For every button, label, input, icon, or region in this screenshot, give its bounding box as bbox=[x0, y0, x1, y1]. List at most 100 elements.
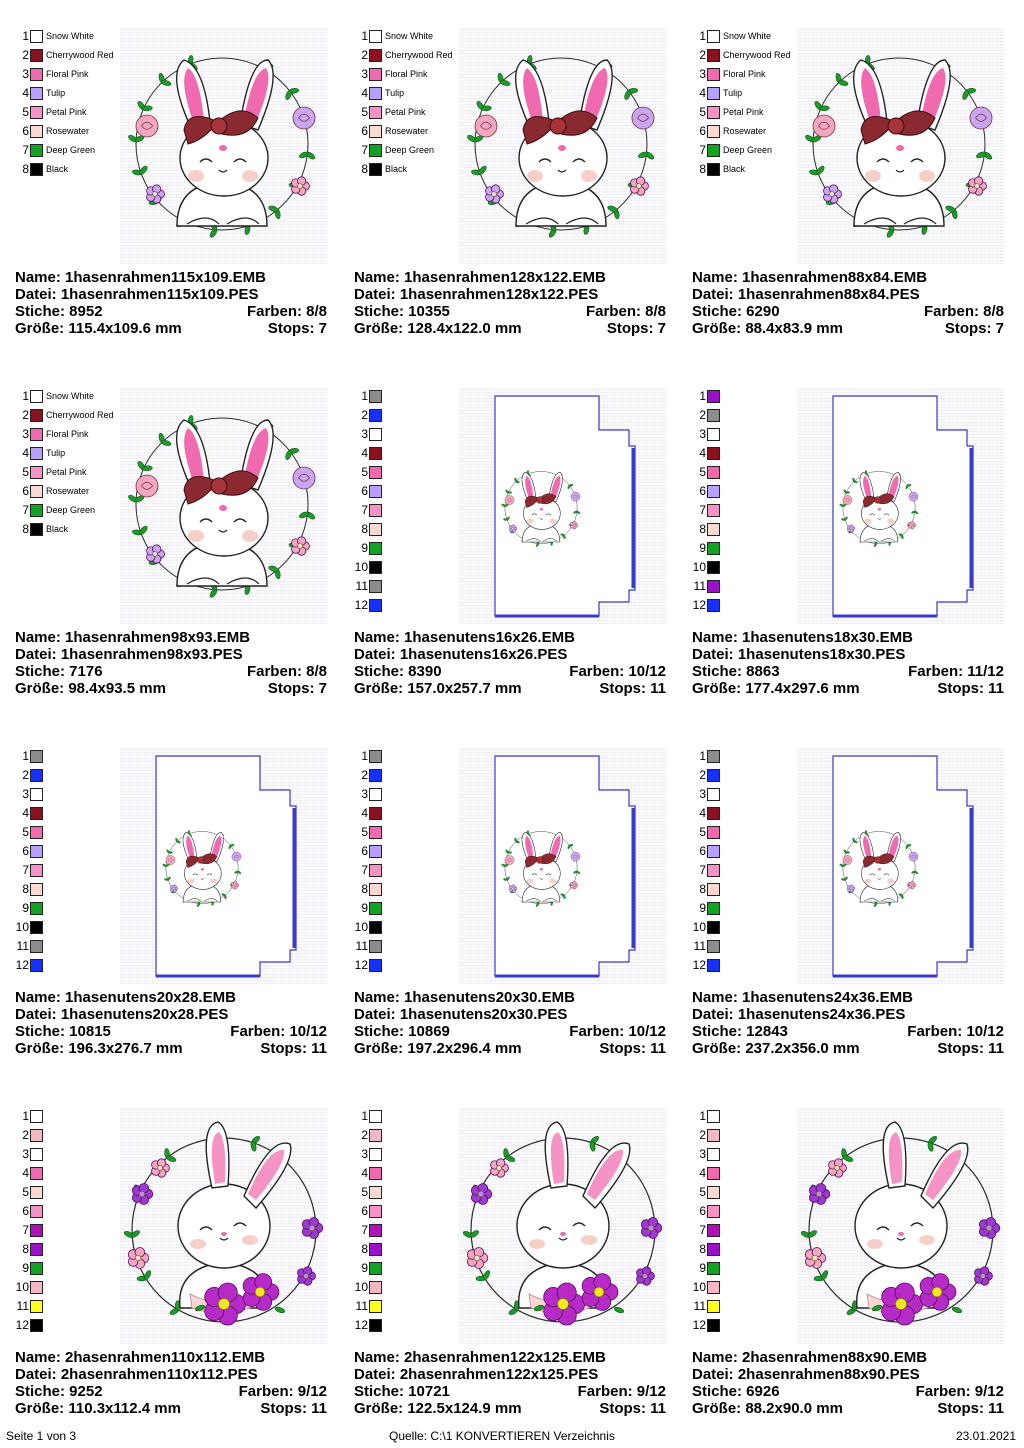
swatch-color-box bbox=[707, 1128, 720, 1142]
swatch-number: 4 bbox=[361, 1166, 368, 1180]
design-card: 1 Snow White 2 Cherrywood Red 3 Floral Pink 4 T… bbox=[354, 28, 674, 368]
swatch-number: 1 bbox=[361, 29, 368, 43]
swatch-thread-name: Cherrywood Red bbox=[46, 50, 114, 60]
embroidery-preview bbox=[459, 388, 667, 624]
color-swatch-row: 5 Petal Pink bbox=[354, 104, 425, 120]
swatch-number: 4 bbox=[699, 446, 706, 460]
color-swatch-row: 4 bbox=[354, 445, 385, 461]
swatch-color-box bbox=[30, 143, 43, 157]
swatch-number: 9 bbox=[699, 541, 706, 555]
embroidery-preview bbox=[797, 28, 1005, 264]
color-swatch-row: 5 bbox=[354, 824, 385, 840]
swatch-color-box bbox=[369, 1128, 382, 1142]
color-swatch-row: 10 bbox=[354, 559, 385, 575]
color-swatch-row: 5 bbox=[15, 1184, 46, 1200]
color-swatch-row: 10 bbox=[692, 1279, 723, 1295]
color-swatch-row: 3 bbox=[15, 786, 46, 802]
utensil-bag-preview bbox=[832, 395, 974, 618]
swatch-number: 10 bbox=[692, 560, 706, 574]
swatch-number: 12 bbox=[692, 1318, 706, 1332]
swatch-color-box bbox=[369, 863, 382, 877]
swatch-number: 4 bbox=[699, 806, 706, 820]
design-info: Name: 1hasenrahmen115x109.EMB Datei: 1has… bbox=[15, 269, 327, 337]
swatch-color-box bbox=[707, 825, 720, 839]
swatch-number: 2 bbox=[361, 408, 368, 422]
color-swatch-row: 8 Black bbox=[692, 161, 745, 177]
swatch-color-box bbox=[369, 162, 382, 176]
swatch-thread-name: Snow White bbox=[385, 31, 434, 41]
design-name: Name: 2hasenrahmen88x90.EMB bbox=[692, 1349, 928, 1366]
color-count: Farben: 8/8 bbox=[246, 663, 327, 680]
swatch-color-box bbox=[30, 408, 43, 422]
color-swatch-row: 2 bbox=[354, 1127, 385, 1143]
swatch-thread-name: Floral Pink bbox=[46, 429, 89, 439]
color-swatch-row: 12 bbox=[354, 1317, 385, 1333]
swatch-color-box bbox=[369, 939, 382, 953]
swatch-color-box bbox=[707, 901, 720, 915]
stop-count: Stops: 11 bbox=[599, 680, 666, 697]
color-swatch-row: 7 bbox=[692, 1222, 723, 1238]
swatch-color-box bbox=[30, 958, 43, 972]
design-card: 1 2 3 4 5 6 7 8 9 10 11 12 bbox=[354, 388, 674, 728]
swatch-number: 7 bbox=[361, 143, 368, 157]
stitch-count: Stiche: 8952 bbox=[15, 303, 103, 320]
swatch-number: 1 bbox=[361, 389, 368, 403]
color-count: Farben: 9/12 bbox=[577, 1383, 666, 1400]
swatch-number: 4 bbox=[699, 86, 706, 100]
color-swatch-row: 9 bbox=[354, 540, 385, 556]
color-swatch-row: 6 Rosewater bbox=[15, 483, 89, 499]
swatch-color-box bbox=[369, 1166, 382, 1180]
color-swatch-row: 1 bbox=[692, 748, 723, 764]
swatch-thread-name: Rosewater bbox=[723, 126, 767, 136]
color-swatch-row: 4 Tulip bbox=[15, 85, 65, 101]
embroidery-preview bbox=[120, 1108, 328, 1344]
swatch-color-box bbox=[707, 882, 720, 896]
swatch-thread-name: Snow White bbox=[46, 391, 95, 401]
swatch-number: 3 bbox=[361, 67, 368, 81]
swatch-color-box bbox=[30, 484, 43, 498]
swatch-number: 4 bbox=[22, 446, 29, 460]
swatch-number: 3 bbox=[22, 787, 29, 801]
design-size: Größe: 157.0x257.7 mm bbox=[354, 680, 522, 697]
swatch-number: 3 bbox=[361, 787, 368, 801]
color-count: Farben: 9/12 bbox=[238, 1383, 327, 1400]
swatch-color-box bbox=[369, 105, 382, 119]
swatch-number: 5 bbox=[699, 1185, 706, 1199]
design-file: Datei: 1hasenutens16x26.PES bbox=[354, 646, 568, 663]
color-swatch-row: 5 bbox=[692, 1184, 723, 1200]
swatch-number: 10 bbox=[15, 1280, 29, 1294]
design-info: Name: 1hasenutens20x28.EMB Datei: 1hasenu… bbox=[15, 989, 327, 1057]
swatch-number: 1 bbox=[22, 389, 29, 403]
swatch-color-box bbox=[707, 844, 720, 858]
swatch-number: 7 bbox=[361, 503, 368, 517]
swatch-number: 5 bbox=[22, 1185, 29, 1199]
color-swatch-row: 4 bbox=[692, 805, 723, 821]
swatch-number: 10 bbox=[692, 1280, 706, 1294]
stop-count: Stops: 11 bbox=[937, 1400, 1004, 1417]
swatch-color-box bbox=[369, 1109, 382, 1123]
swatch-color-box bbox=[707, 1261, 720, 1275]
swatch-color-box bbox=[707, 749, 720, 763]
swatch-color-box bbox=[707, 939, 720, 953]
swatch-number: 2 bbox=[699, 1128, 706, 1142]
swatch-number: 5 bbox=[361, 465, 368, 479]
color-swatch-row: 7 bbox=[15, 862, 46, 878]
swatch-thread-name: Rosewater bbox=[46, 486, 90, 496]
design-card: 1 2 3 4 5 6 7 8 9 10 11 12 Name: 2hasenrahmen122x12… bbox=[354, 1108, 674, 1448]
swatch-number: 7 bbox=[22, 863, 29, 877]
swatch-color-box bbox=[369, 825, 382, 839]
swatch-number: 5 bbox=[699, 465, 706, 479]
swatch-thread-name: Snow White bbox=[723, 31, 772, 41]
swatch-number: 1 bbox=[699, 749, 706, 763]
swatch-number: 9 bbox=[361, 1261, 368, 1275]
design-size: Größe: 237.2x356.0 mm bbox=[692, 1040, 860, 1057]
swatch-color-box bbox=[707, 162, 720, 176]
embroidery-preview bbox=[459, 748, 667, 984]
color-swatch-row: 5 bbox=[692, 824, 723, 840]
swatch-number: 2 bbox=[22, 408, 29, 422]
swatch-thread-name: Cherrywood Red bbox=[385, 50, 453, 60]
swatch-color-box bbox=[369, 787, 382, 801]
design-info: Name: 2hasenrahmen122x125.EMB Datei: 2has… bbox=[354, 1349, 666, 1417]
design-size: Größe: 88.2x90.0 mm bbox=[692, 1400, 843, 1417]
color-swatch-row: 10 bbox=[692, 919, 723, 935]
